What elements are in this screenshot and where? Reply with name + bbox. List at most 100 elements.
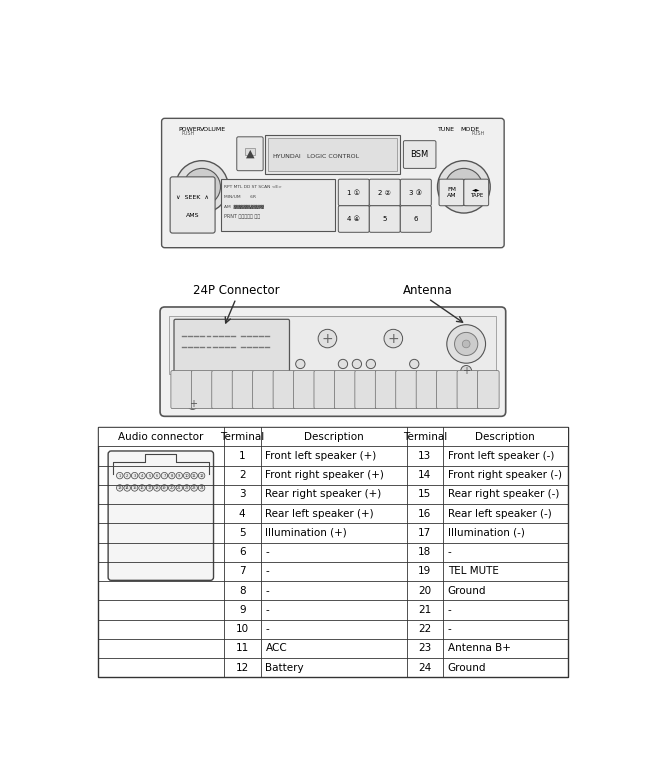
Text: Ground: Ground bbox=[448, 586, 486, 596]
Text: TUNE: TUNE bbox=[437, 127, 454, 131]
Text: 6: 6 bbox=[156, 474, 158, 478]
Text: ACC: ACC bbox=[266, 644, 287, 654]
Text: 12: 12 bbox=[200, 474, 204, 478]
FancyBboxPatch shape bbox=[369, 206, 400, 232]
Circle shape bbox=[198, 472, 205, 479]
Circle shape bbox=[183, 168, 220, 205]
Circle shape bbox=[154, 472, 160, 479]
Text: VOLUME: VOLUME bbox=[200, 127, 226, 131]
Text: Rear left speaker (+): Rear left speaker (+) bbox=[266, 508, 374, 518]
FancyBboxPatch shape bbox=[334, 371, 356, 409]
Text: 4 ④: 4 ④ bbox=[347, 216, 360, 222]
Text: TEL MUTE: TEL MUTE bbox=[448, 567, 498, 577]
Text: 19: 19 bbox=[418, 567, 432, 577]
Text: 13: 13 bbox=[418, 451, 432, 461]
Circle shape bbox=[168, 472, 175, 479]
Circle shape bbox=[183, 485, 190, 492]
Circle shape bbox=[176, 161, 228, 213]
Circle shape bbox=[139, 472, 145, 479]
Text: Terminal: Terminal bbox=[220, 432, 264, 442]
FancyBboxPatch shape bbox=[396, 371, 417, 409]
Circle shape bbox=[161, 472, 168, 479]
Text: Audio connector: Audio connector bbox=[118, 432, 203, 442]
Text: 10: 10 bbox=[236, 624, 249, 634]
Circle shape bbox=[132, 485, 138, 492]
Text: Antenna: Antenna bbox=[403, 284, 453, 297]
Circle shape bbox=[117, 485, 123, 492]
Circle shape bbox=[161, 485, 168, 492]
Text: 11: 11 bbox=[236, 644, 249, 654]
Text: 22: 22 bbox=[185, 486, 189, 490]
FancyBboxPatch shape bbox=[338, 179, 369, 206]
Text: -: - bbox=[266, 605, 269, 615]
Text: 24P Connector: 24P Connector bbox=[192, 284, 279, 297]
Circle shape bbox=[437, 161, 490, 213]
FancyBboxPatch shape bbox=[375, 371, 397, 409]
Circle shape bbox=[462, 340, 470, 348]
FancyBboxPatch shape bbox=[314, 371, 336, 409]
Circle shape bbox=[168, 485, 175, 492]
Text: -: - bbox=[448, 605, 451, 615]
Circle shape bbox=[384, 329, 402, 348]
Circle shape bbox=[456, 179, 472, 194]
Text: Antenna B+: Antenna B+ bbox=[448, 644, 511, 654]
FancyBboxPatch shape bbox=[182, 376, 197, 396]
FancyBboxPatch shape bbox=[400, 206, 432, 232]
Text: FM
AM: FM AM bbox=[446, 187, 456, 198]
Text: PRNT 成成成成成 台日: PRNT 成成成成成 台日 bbox=[224, 214, 260, 219]
FancyBboxPatch shape bbox=[202, 376, 217, 396]
Circle shape bbox=[461, 366, 472, 376]
Circle shape bbox=[154, 485, 160, 492]
Circle shape bbox=[410, 359, 419, 369]
Text: 9: 9 bbox=[239, 605, 246, 615]
Text: HYUNDAI: HYUNDAI bbox=[272, 154, 301, 159]
Circle shape bbox=[454, 333, 478, 356]
Circle shape bbox=[176, 472, 183, 479]
Text: 21: 21 bbox=[418, 605, 432, 615]
Text: +: + bbox=[462, 366, 470, 376]
Bar bbox=[220, 179, 335, 230]
Text: 5: 5 bbox=[382, 216, 387, 222]
FancyBboxPatch shape bbox=[294, 371, 315, 409]
FancyBboxPatch shape bbox=[416, 371, 438, 409]
Text: LOGIC CONTROL: LOGIC CONTROL bbox=[307, 154, 360, 159]
FancyBboxPatch shape bbox=[232, 371, 254, 409]
Text: -: - bbox=[448, 548, 451, 558]
Text: 6: 6 bbox=[239, 548, 246, 558]
Text: 15: 15 bbox=[418, 489, 432, 499]
FancyBboxPatch shape bbox=[191, 371, 213, 409]
Text: 13: 13 bbox=[117, 486, 122, 490]
Circle shape bbox=[124, 472, 130, 479]
Text: MIN/UM       6R: MIN/UM 6R bbox=[224, 195, 255, 200]
Text: 15: 15 bbox=[132, 486, 137, 490]
Text: Front right speaker (-): Front right speaker (-) bbox=[448, 470, 562, 480]
Text: POWER: POWER bbox=[179, 127, 202, 131]
Text: 8: 8 bbox=[170, 474, 173, 478]
FancyBboxPatch shape bbox=[160, 307, 505, 416]
Text: 23: 23 bbox=[192, 486, 196, 490]
FancyBboxPatch shape bbox=[457, 371, 479, 409]
Text: +: + bbox=[388, 332, 399, 346]
Text: +: + bbox=[321, 332, 333, 346]
Text: 14: 14 bbox=[418, 470, 432, 480]
FancyBboxPatch shape bbox=[439, 179, 464, 206]
FancyBboxPatch shape bbox=[369, 179, 400, 206]
Text: -: - bbox=[448, 624, 451, 634]
Text: MODE: MODE bbox=[461, 127, 480, 131]
Text: 1: 1 bbox=[119, 474, 121, 478]
Text: -: - bbox=[266, 624, 269, 634]
Text: 11: 11 bbox=[192, 474, 196, 478]
Text: PUSH: PUSH bbox=[181, 131, 195, 135]
Text: Rear right speaker (-): Rear right speaker (-) bbox=[448, 489, 559, 499]
Circle shape bbox=[445, 168, 483, 205]
Text: PUSH: PUSH bbox=[472, 131, 485, 135]
Circle shape bbox=[176, 485, 183, 492]
Text: 3: 3 bbox=[239, 489, 246, 499]
Text: 7: 7 bbox=[239, 567, 246, 577]
Text: 16: 16 bbox=[140, 486, 145, 490]
Text: Illumination (+): Illumination (+) bbox=[266, 528, 347, 538]
Text: 18: 18 bbox=[418, 548, 432, 558]
Circle shape bbox=[191, 472, 198, 479]
Text: Rear right speaker (+): Rear right speaker (+) bbox=[266, 489, 382, 499]
Text: 24: 24 bbox=[200, 486, 204, 490]
